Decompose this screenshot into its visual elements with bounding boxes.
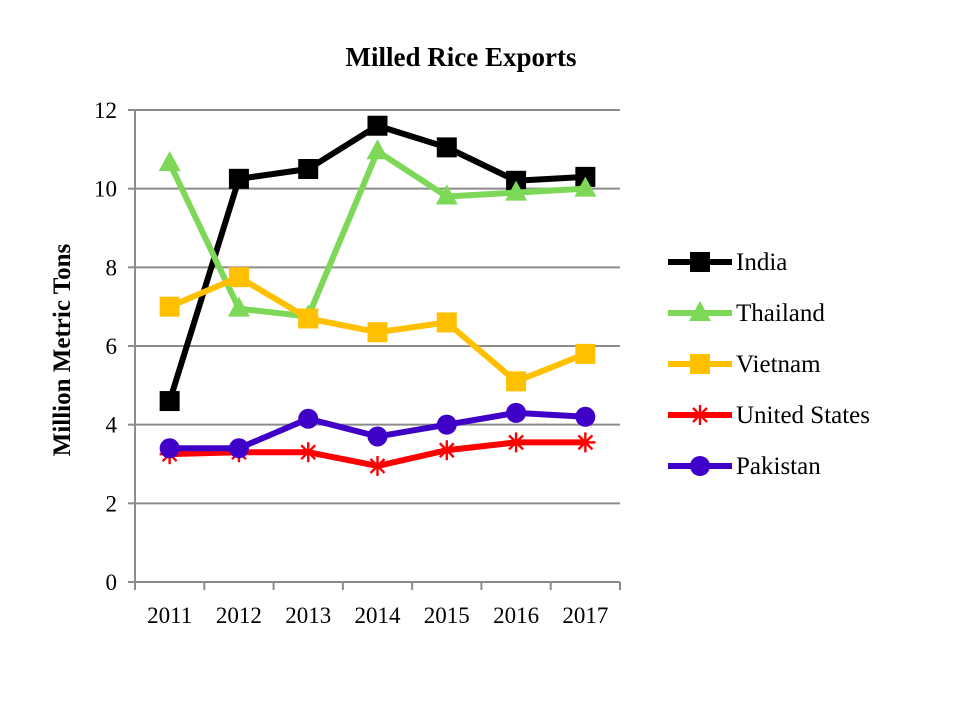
data-point-vietnam (367, 322, 388, 343)
legend-marker (689, 301, 711, 321)
data-point-thailand (227, 296, 250, 317)
y-tick-label: 4 (106, 413, 118, 438)
data-point-thailand (505, 180, 528, 201)
series-line-india (166, 122, 586, 402)
legend-item-united-states: United States (668, 402, 870, 429)
y-tick-labels: 0 2 4 6 8 10 12 (94, 98, 118, 595)
y-tick-label: 0 (106, 570, 118, 595)
data-point-pakistan (298, 408, 319, 429)
series-india (159, 115, 596, 412)
legend-marker (690, 456, 710, 476)
legend-marker (690, 354, 710, 374)
data-point-vietnam (436, 312, 457, 333)
data-point-india (159, 391, 180, 412)
series-pakistan (159, 402, 596, 459)
data-point-india (298, 159, 319, 179)
data-point-thailand (158, 151, 181, 172)
data-point-thailand (435, 184, 458, 205)
x-tick-label: 2017 (562, 603, 608, 628)
legend-label: United States (736, 402, 870, 429)
legend-label: Thailand (736, 300, 825, 327)
legend-item-india: India (668, 249, 787, 276)
series-group (158, 115, 597, 476)
legend-item-vietnam: Vietnam (668, 351, 821, 378)
x-tick-label: 2011 (147, 603, 192, 628)
data-point-united-states (367, 455, 388, 476)
gridlines (135, 109, 620, 505)
data-point-pakistan (159, 438, 180, 459)
data-point-vietnam (575, 343, 596, 364)
x-tick-label: 2014 (355, 603, 402, 628)
data-point-vietnam (298, 308, 319, 329)
x-tick-labels: 2011 2012 2013 2014 2015 2016 2017 (147, 603, 608, 628)
x-tick-label: 2013 (285, 603, 331, 628)
legend-label: Vietnam (736, 351, 821, 378)
data-point-vietnam (506, 371, 527, 392)
legend-label: India (736, 249, 787, 276)
data-point-united-states (298, 442, 319, 463)
data-point-united-states (506, 432, 527, 453)
data-point-pakistan (506, 402, 527, 423)
x-tick-label: 2016 (493, 603, 539, 628)
x-tick-label: 2012 (216, 603, 262, 628)
data-point-pakistan (367, 426, 388, 447)
data-point-united-states (436, 440, 457, 461)
y-tick-label: 2 (106, 491, 118, 516)
y-tick-label: 6 (106, 334, 118, 359)
legend-label: Pakistan (736, 453, 821, 480)
y-axis-label: Million Metric Tons (49, 243, 76, 456)
data-point-india (367, 115, 388, 136)
data-point-pakistan (436, 414, 457, 435)
data-point-pakistan (575, 406, 596, 427)
data-point-vietnam (228, 267, 249, 288)
x-tick-label: 2015 (424, 603, 470, 628)
data-point-thailand (366, 139, 389, 160)
legend-marker (690, 252, 710, 272)
legend: India Thailand Vietnam United States Pakista… (668, 249, 870, 480)
data-point-thailand (574, 176, 597, 197)
data-point-vietnam (159, 296, 180, 317)
legend-marker (690, 405, 710, 425)
legend-item-thailand: Thailand (668, 300, 825, 327)
data-point-pakistan (228, 438, 249, 459)
data-point-india (436, 137, 457, 158)
data-point-india (228, 168, 249, 189)
y-tick-label: 8 (106, 255, 118, 280)
y-tick-label: 10 (94, 177, 117, 202)
y-tick-label: 12 (94, 98, 117, 123)
chart-title: Milled Rice Exports (346, 42, 577, 72)
legend-item-pakistan: Pakistan (668, 453, 821, 480)
series-vietnam (159, 267, 596, 392)
axes (128, 109, 621, 590)
data-point-united-states (575, 432, 596, 453)
